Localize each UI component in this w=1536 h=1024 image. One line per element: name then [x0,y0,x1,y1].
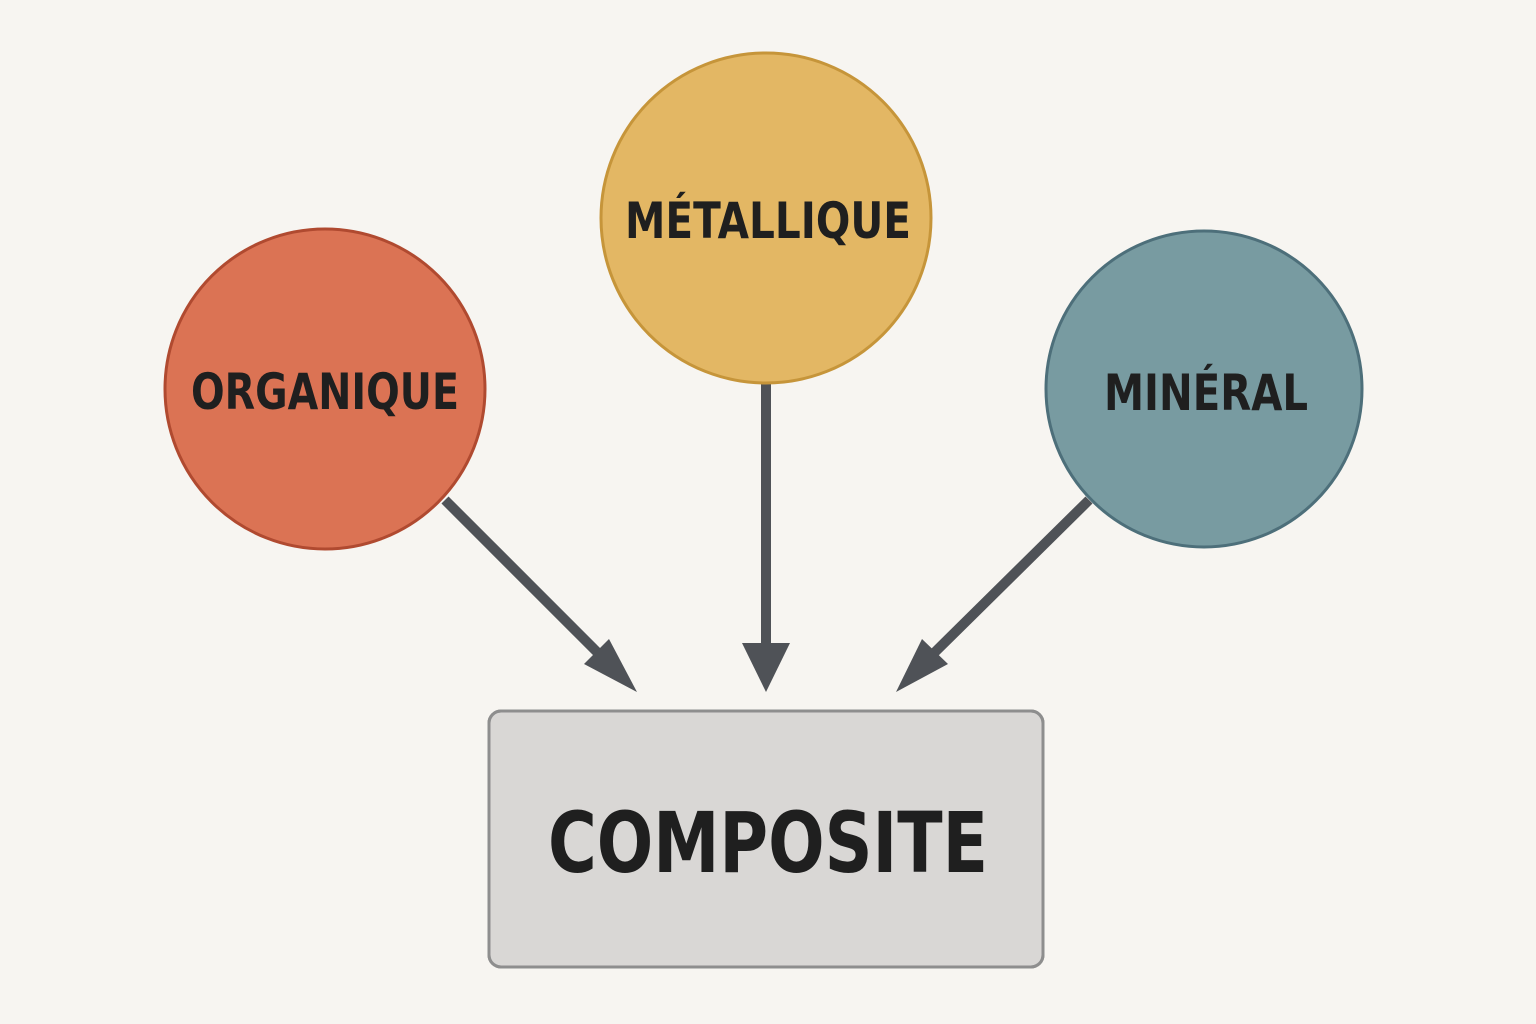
arrow-organique-to-composite [441,496,637,692]
node-mineral-circle [1046,231,1362,547]
node-metallique-label: MÉTALLIQUE [625,191,911,250]
composite-label: COMPOSITE [548,794,988,892]
composite-box: COMPOSITE [487,709,1045,969]
arrow-mineral-to-composite [896,496,1093,692]
node-mineral-label: MINÉRAL [1104,363,1308,422]
node-metallique-circle [601,53,931,383]
node-mineral: MINÉRAL [1044,229,1364,549]
node-organique-circle [165,229,485,549]
node-metallique: MÉTALLIQUE [599,51,933,385]
arrows [441,383,1093,692]
node-organique: ORGANIQUE [163,227,487,551]
arrow-metallique-to-composite [742,383,790,692]
node-organique-label: ORGANIQUE [191,363,459,421]
